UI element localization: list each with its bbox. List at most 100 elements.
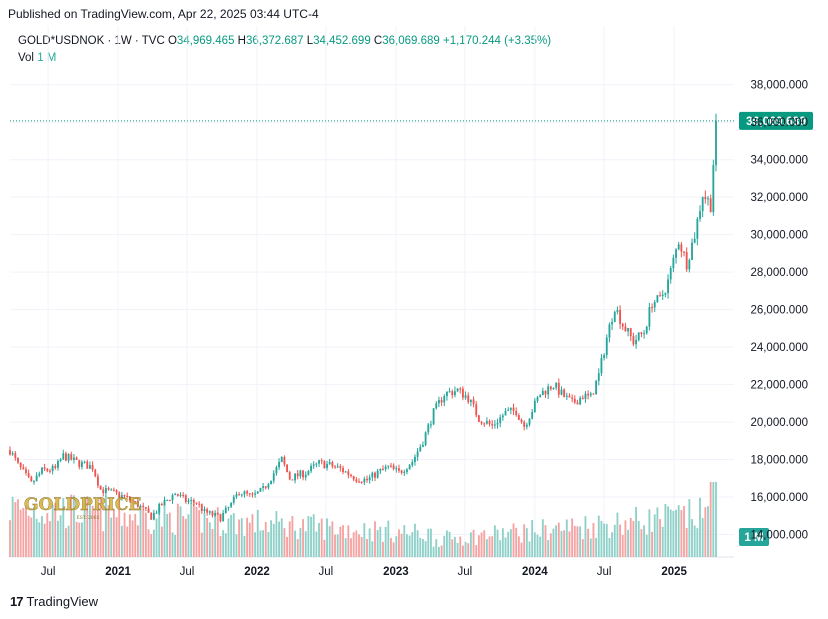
candle-body — [144, 507, 147, 509]
volume-bar — [435, 539, 438, 557]
volume-bar — [104, 496, 107, 557]
volume-bar — [653, 514, 656, 557]
candle-body — [571, 397, 574, 399]
volume-badge-label: 1 M — [744, 532, 763, 544]
candle-body — [419, 446, 422, 452]
candle-body — [515, 410, 518, 416]
candle-body — [211, 511, 214, 516]
symbol-label[interactable]: GOLD*USDNOK · 1W · TVC — [18, 35, 165, 47]
candle-body — [294, 473, 296, 481]
candle-body — [595, 380, 598, 395]
volume-bar — [46, 513, 49, 557]
candle-body — [102, 489, 105, 494]
candle-body — [240, 494, 243, 496]
volume-bar — [43, 523, 46, 557]
volume-bar — [57, 520, 59, 557]
candle-body — [126, 495, 129, 497]
x-tick-label: 2024 — [522, 566, 548, 578]
candle-body — [75, 457, 78, 460]
candle-body — [621, 323, 624, 327]
volume-bar — [27, 515, 30, 557]
candle-body — [685, 252, 688, 270]
volume-bar — [691, 519, 693, 557]
volume-bar — [120, 525, 123, 557]
volume-bar — [216, 507, 219, 557]
volume-bar — [368, 528, 371, 557]
volume-bar — [211, 529, 214, 557]
volume-bar — [469, 532, 472, 557]
candle-body — [493, 424, 496, 426]
volume-bar — [248, 522, 251, 557]
volume-bar — [589, 538, 592, 557]
volume-bar — [235, 534, 238, 557]
volume-bar — [355, 530, 358, 557]
volume-bar — [576, 526, 579, 557]
volume-bar — [707, 506, 709, 557]
y-tick-label: 32,000.000 — [750, 192, 808, 204]
candle-body — [613, 311, 616, 323]
candle-body — [272, 473, 275, 481]
volume-bar — [685, 527, 688, 557]
candle-body — [499, 417, 502, 424]
volume-bar — [296, 539, 299, 557]
volume-bar — [227, 518, 230, 557]
candle-body — [104, 488, 107, 494]
volume-bar — [67, 525, 70, 557]
candle-body — [107, 488, 110, 490]
candle-body — [531, 412, 534, 419]
candle-body — [611, 322, 614, 325]
volume-bar — [672, 510, 675, 557]
candle-body — [536, 397, 539, 401]
candle-body — [270, 480, 273, 485]
volume-bar — [464, 541, 467, 557]
candle-body — [464, 395, 467, 398]
candle-body — [227, 506, 230, 508]
volume-bar — [448, 531, 451, 557]
candle-body — [709, 198, 712, 213]
candle-body — [280, 456, 283, 462]
volume-bar — [422, 538, 424, 557]
volume-bar — [11, 496, 14, 557]
volume-bar — [33, 506, 35, 557]
volume-bar — [485, 539, 488, 557]
volume-bar — [112, 509, 115, 557]
candle-body — [576, 402, 579, 405]
y-tick-label: 34,000.000 — [750, 155, 808, 167]
volume-bar — [366, 539, 368, 557]
candle-body — [643, 333, 645, 335]
volume-bar — [17, 499, 19, 557]
candle-body — [616, 310, 619, 312]
candle-body — [118, 492, 121, 498]
candle-body — [139, 505, 142, 507]
volume-bar — [70, 494, 73, 557]
candle-body — [651, 307, 653, 309]
volume-bar — [645, 534, 648, 557]
volume-bar — [150, 533, 153, 557]
volume-bar — [243, 536, 246, 557]
volume-bar — [517, 536, 520, 557]
volume-bar — [459, 536, 462, 557]
candle-body — [112, 489, 115, 491]
volume-bar — [680, 510, 683, 557]
volume-bar — [342, 525, 344, 557]
volume-bar — [350, 538, 352, 557]
volume-bar — [246, 517, 249, 557]
volume-bar — [110, 517, 113, 557]
volume-bar — [222, 530, 225, 557]
candle-body — [597, 373, 600, 381]
tradingview-footer[interactable]: 17 TradingView — [10, 594, 98, 609]
volume-label[interactable]: Vol — [18, 52, 34, 64]
volume-bar — [467, 543, 470, 557]
volume-bar — [30, 517, 33, 557]
volume-bar — [709, 481, 712, 557]
candle-body — [635, 340, 638, 345]
candle-body — [483, 423, 486, 425]
volume-bar — [477, 535, 480, 557]
volume-bar — [160, 526, 163, 557]
candle-body — [195, 502, 198, 504]
volume-bar — [187, 514, 190, 557]
volume-bar — [406, 534, 408, 557]
volume-bar — [259, 530, 262, 557]
volume-bar — [656, 507, 659, 557]
